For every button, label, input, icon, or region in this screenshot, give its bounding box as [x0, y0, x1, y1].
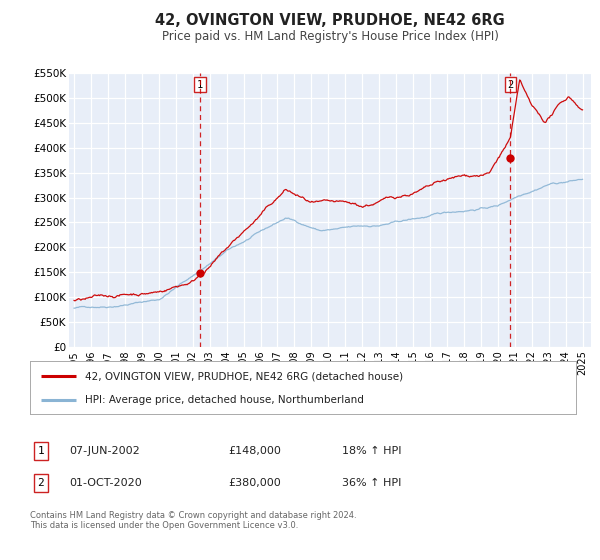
Text: £148,000: £148,000 [228, 446, 281, 456]
Text: 1: 1 [37, 446, 44, 456]
Text: 42, OVINGTON VIEW, PRUDHOE, NE42 6RG: 42, OVINGTON VIEW, PRUDHOE, NE42 6RG [155, 13, 505, 28]
Text: 01-OCT-2020: 01-OCT-2020 [69, 478, 142, 488]
Text: Price paid vs. HM Land Registry's House Price Index (HPI): Price paid vs. HM Land Registry's House … [161, 30, 499, 43]
Text: 2: 2 [508, 80, 514, 90]
Text: 1: 1 [197, 80, 203, 90]
Text: 2: 2 [37, 478, 44, 488]
Text: Contains HM Land Registry data © Crown copyright and database right 2024.
This d: Contains HM Land Registry data © Crown c… [30, 511, 356, 530]
Text: HPI: Average price, detached house, Northumberland: HPI: Average price, detached house, Nort… [85, 395, 364, 405]
Text: £380,000: £380,000 [228, 478, 281, 488]
Text: 42, OVINGTON VIEW, PRUDHOE, NE42 6RG (detached house): 42, OVINGTON VIEW, PRUDHOE, NE42 6RG (de… [85, 371, 403, 381]
Text: 18% ↑ HPI: 18% ↑ HPI [342, 446, 401, 456]
Text: 07-JUN-2002: 07-JUN-2002 [69, 446, 140, 456]
Text: 36% ↑ HPI: 36% ↑ HPI [342, 478, 401, 488]
